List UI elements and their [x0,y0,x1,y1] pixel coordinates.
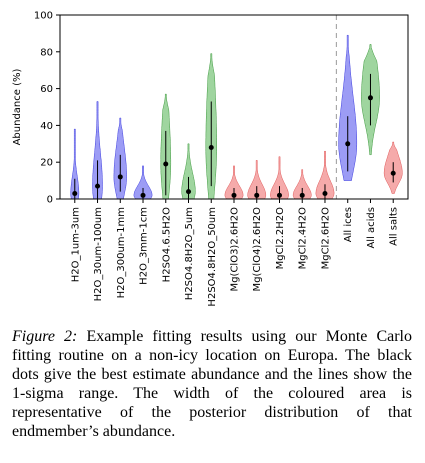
x-tick-label-7: Mg(ClO3)2.6H2O [230,207,241,292]
violin-3 [133,165,153,200]
estimate-point-11 [322,190,328,196]
x-tick-label-13: All acids [366,207,377,249]
violin-10 [292,169,312,200]
figure-caption: Figure 2: Example fitting results using … [12,327,412,441]
estimate-point-3 [140,192,146,198]
estimate-point-2 [117,174,123,180]
y-tick-label-0: 0 [47,195,53,206]
y-tick-label-1: 20 [40,158,53,169]
estimate-point-0 [72,190,78,196]
x-tick-label-6: H2SO4.8H2O_50um [207,207,218,307]
estimate-point-6 [208,144,214,150]
y-tick-label-2: 40 [40,121,53,132]
estimate-point-1 [95,183,101,189]
caption-label: Figure 2: [12,328,78,345]
violin-12 [338,34,358,181]
x-tick-label-8: Mg(ClO4)2.6H2O [252,207,263,292]
violin-8 [247,160,267,200]
x-tick-label-12: All ices [343,207,354,242]
x-tick-label-14: All salts [389,207,400,246]
estimate-point-14 [390,170,396,176]
estimate-point-8 [254,192,260,198]
x-tick-label-2: H2O_300um-1mm [116,207,127,298]
estimate-point-13 [367,95,373,101]
x-tick-label-1: H2O_30um-100um [93,207,104,301]
x-tick-label-0: H2O_1um-3um [70,207,81,282]
violin-5 [181,143,196,200]
y-tick-label-5: 100 [34,11,53,22]
x-tick-label-5: H2SO4.8H2O_5um [184,207,195,300]
violin-9 [270,156,289,200]
caption-text: Example fitting results using our Monte … [12,328,413,440]
y-axis-label: Abundance (%) [12,68,23,145]
x-tick-label-3: H2O_3mm-1cm [139,207,150,285]
violin-11 [315,150,335,200]
estimate-point-9 [276,192,282,198]
x-tick-label-10: MgCl2.4H2O [298,207,309,270]
violin-1 [92,101,103,200]
estimate-point-7 [231,192,237,198]
x-tick-label-11: MgCl2.6H2O [320,207,331,270]
x-tick-label-4: H2SO4.6.5H2O [161,207,172,282]
violin-7 [224,165,244,200]
y-tick-label-3: 60 [40,84,53,95]
violin-0 [70,128,80,200]
estimate-point-4 [163,161,169,167]
violin-chart: 0 20 40 60 80 100 Abundance (%) H2O_1um-3um H2O_… [12,11,409,307]
estimate-point-5 [186,189,192,195]
chart-svg: 0 20 40 60 80 100 Abundance (%) H2O_1um-3um H2O_… [12,11,409,307]
estimate-point-12 [345,141,351,147]
y-tick-label-4: 80 [40,47,53,58]
estimate-point-10 [299,192,305,198]
x-tick-label-9: MgCl2.2H2O [275,207,286,270]
